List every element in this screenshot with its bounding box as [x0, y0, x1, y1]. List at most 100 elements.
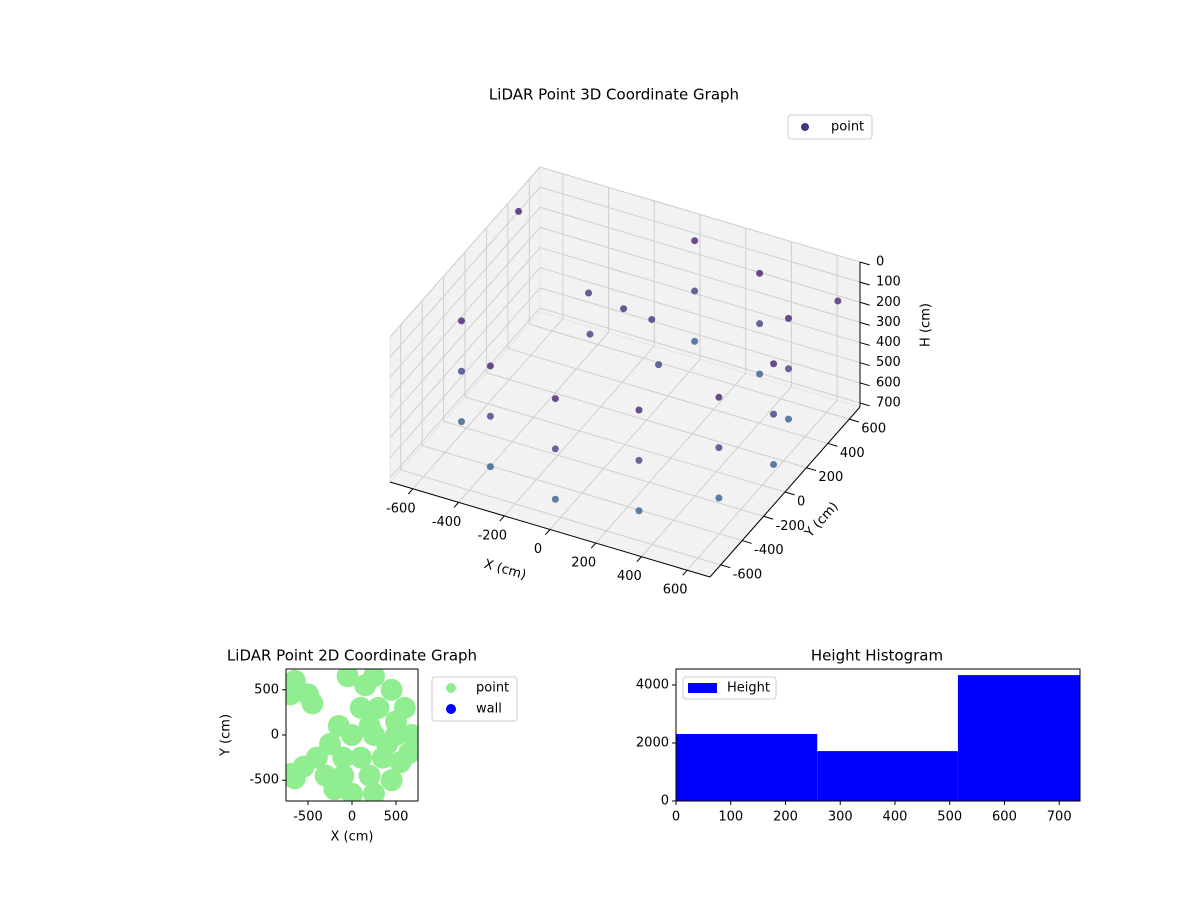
point	[551, 445, 559, 453]
point	[691, 287, 699, 295]
tick-mark	[742, 540, 752, 544]
y-tick-label: 500	[254, 682, 279, 697]
tick-mark	[806, 467, 817, 472]
x-tick-label: 600	[663, 583, 688, 598]
x-tick-label: -500	[293, 810, 323, 825]
tick-mark	[682, 569, 688, 576]
point	[358, 714, 381, 737]
x-axis-label: X (cm)	[482, 557, 527, 583]
y-tick-label: -200	[776, 519, 806, 534]
legend-label: wall	[476, 702, 502, 717]
grid-line	[389, 166, 541, 338]
legend-box	[431, 676, 518, 722]
legend-label: point	[476, 681, 509, 696]
legend-marker	[446, 704, 456, 714]
legend-box	[682, 676, 777, 700]
point	[400, 724, 418, 746]
grid-line	[389, 206, 541, 378]
point	[715, 393, 723, 401]
tick-mark	[859, 301, 870, 306]
grid-line	[539, 287, 861, 384]
point	[648, 315, 656, 323]
point	[457, 367, 465, 375]
point	[635, 507, 643, 515]
point	[327, 714, 350, 737]
x-axis-label: X (cm)	[331, 830, 374, 845]
y-tick-label: 0	[271, 728, 279, 743]
z-tick-label: 200	[876, 295, 901, 310]
point	[286, 683, 302, 706]
tick-mark	[859, 362, 870, 367]
chart-title: Height Histogram	[811, 647, 943, 665]
tick-mark	[859, 402, 870, 407]
point	[319, 733, 341, 756]
y-tick-label: -400	[754, 543, 784, 558]
grid-line	[539, 186, 861, 283]
point	[770, 360, 778, 368]
point	[349, 746, 372, 769]
bar	[817, 751, 958, 801]
point	[551, 495, 559, 503]
point	[691, 237, 699, 245]
point	[785, 365, 793, 373]
bar	[676, 733, 818, 801]
point	[635, 456, 643, 464]
tick-mark	[407, 488, 414, 495]
plot-area	[286, 669, 418, 801]
point	[376, 733, 399, 756]
grid-line	[389, 287, 541, 459]
point	[301, 692, 324, 715]
tick-mark	[720, 564, 731, 569]
point	[586, 330, 594, 338]
point	[457, 317, 465, 325]
point	[354, 674, 377, 697]
point	[785, 415, 793, 423]
x-tick-label: 200	[571, 556, 596, 571]
x-tick-label: -600	[386, 501, 416, 516]
point	[834, 297, 842, 305]
axes-frame	[675, 668, 1081, 802]
grid-line	[464, 396, 786, 493]
point	[332, 746, 355, 769]
bar	[957, 675, 1080, 801]
x-tick-label: 100	[718, 810, 743, 825]
grid-line	[443, 420, 764, 517]
y-tick-label: 400	[840, 446, 865, 461]
x-tick-label: 500	[384, 810, 409, 825]
legend-marker	[688, 683, 717, 693]
y-tick-label: 0	[661, 794, 669, 809]
tick-mark	[827, 442, 838, 447]
grid-line	[400, 469, 721, 566]
point	[756, 269, 764, 277]
point	[380, 769, 403, 792]
point	[756, 370, 764, 378]
y-axis-label: Y (cm)	[219, 714, 234, 757]
grid-line	[539, 206, 861, 303]
chart-title: LiDAR Point 3D Coordinate Graph	[489, 86, 739, 104]
z-tick-label: 600	[876, 375, 901, 390]
grid-line	[539, 247, 861, 344]
point	[314, 764, 337, 787]
point	[486, 362, 494, 370]
point	[715, 494, 723, 502]
grid-line	[389, 307, 541, 479]
point	[341, 782, 363, 801]
point	[551, 395, 559, 403]
z-axis-label: H (cm)	[919, 303, 934, 347]
point	[457, 418, 465, 426]
x-tick-label: 0	[672, 810, 680, 825]
point	[770, 460, 778, 468]
point	[486, 412, 494, 420]
z-tick-label: 0	[876, 255, 884, 270]
point	[349, 696, 372, 719]
tick-mark	[859, 321, 870, 326]
z-tick-label: 700	[876, 395, 901, 410]
tick-mark	[859, 281, 870, 286]
legend-marker	[446, 683, 456, 693]
grid-line	[539, 226, 861, 323]
legend-label: Height	[727, 681, 770, 696]
legend-label: point	[831, 120, 864, 135]
point	[367, 696, 390, 719]
point	[515, 207, 523, 215]
